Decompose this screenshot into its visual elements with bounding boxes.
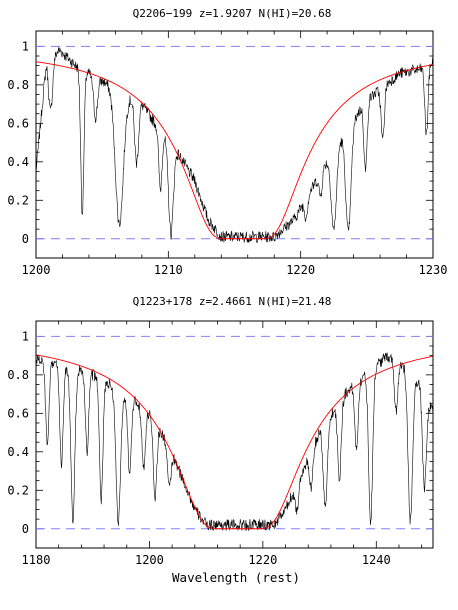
spectrum-line <box>35 352 434 532</box>
y-tick-label: 0.6 <box>7 116 29 130</box>
panel-q1223: Q1223+178 z=2.4661 N(HI)=21.48 1180 1200 1… <box>7 295 434 585</box>
plot-frame <box>35 320 434 549</box>
y-tick-label: 0.4 <box>7 445 29 459</box>
x-tick-label: 1220 <box>248 553 277 567</box>
y-tick-label: 0.2 <box>7 193 29 207</box>
x-tick-label: 1200 <box>135 553 164 567</box>
y-tick-label: 0 <box>22 232 29 246</box>
y-tick-label: 0.2 <box>7 483 29 497</box>
panel-title: Q2206−199 z=1.9207 N(HI)=20.68 <box>133 7 332 20</box>
x-tick-label: 1220 <box>286 263 315 277</box>
fit-curve <box>35 61 434 240</box>
x-axis-label: Wavelength (rest) <box>172 570 300 585</box>
x-tick-label: 1200 <box>22 263 51 277</box>
y-tick-label: 1 <box>22 39 29 53</box>
axes: 1180 1200 1220 1240 0 0.2 0.4 0.6 0.8 1 <box>7 321 433 567</box>
y-tick-label: 0 <box>22 522 29 536</box>
x-tick-label: 1240 <box>362 553 391 567</box>
x-tick-label: 1180 <box>22 553 51 567</box>
plot-frame <box>35 30 434 259</box>
x-tick-label: 1210 <box>154 263 183 277</box>
y-tick-label: 0.4 <box>7 155 29 169</box>
y-tick-label: 0.6 <box>7 406 29 420</box>
panel-title: Q1223+178 z=2.4661 N(HI)=21.48 <box>133 295 332 308</box>
y-tick-label: 0.8 <box>7 78 29 92</box>
x-tick-label: 1230 <box>419 263 448 277</box>
y-tick-label: 1 <box>22 329 29 343</box>
axes: 1200 1210 1220 1230 0 0.2 0.4 0.6 0.8 1 <box>7 31 447 277</box>
panel-q2206: Q2206−199 z=1.9207 N(HI)=20.68 1200 1210 1… <box>7 7 447 277</box>
y-tick-label: 0.8 <box>7 368 29 382</box>
fit-curve <box>35 354 434 530</box>
spectrum-line <box>35 47 434 243</box>
